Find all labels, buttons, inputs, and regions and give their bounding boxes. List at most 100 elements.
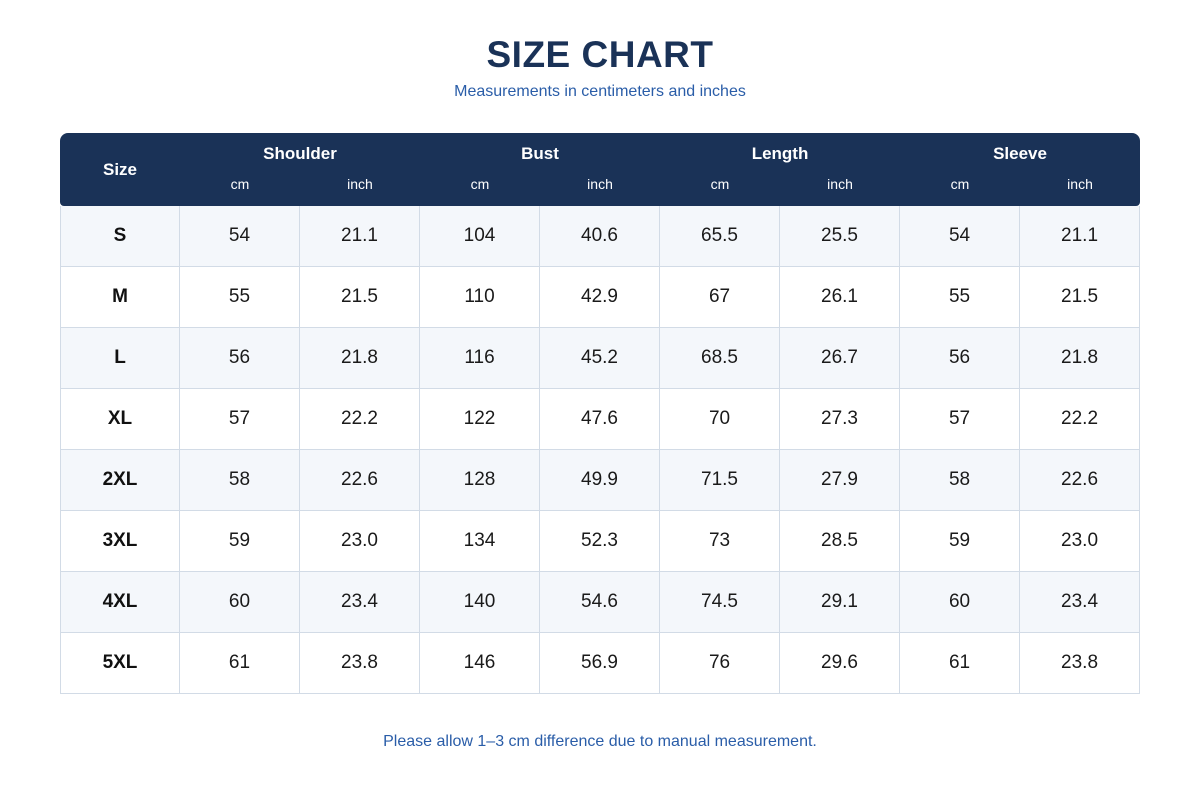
cell-shoulder-cm: 56 xyxy=(180,328,300,389)
column-header-bust: Bust xyxy=(420,133,661,175)
column-header-length: Length xyxy=(660,133,901,175)
cell-length-cm: 67 xyxy=(660,267,781,328)
cell-shoulder-inch: 22.2 xyxy=(300,389,421,450)
cell-shoulder-inch: 21.5 xyxy=(300,267,421,328)
unit-header-length-inch: inch xyxy=(780,175,901,206)
cell-length-inch: 26.7 xyxy=(780,328,901,389)
cell-length-inch: 27.9 xyxy=(780,450,901,511)
table-row: 4XL 60 23.4 140 54.6 74.5 29.1 60 23.4 xyxy=(60,572,1141,633)
cell-bust-cm: 128 xyxy=(420,450,541,511)
table-row: S 54 21.1 104 40.6 65.5 25.5 54 21.1 xyxy=(60,206,1141,267)
cell-sleeve-cm: 54 xyxy=(900,206,1021,267)
cell-bust-inch: 49.9 xyxy=(540,450,661,511)
page-subtitle: Measurements in centimeters and inches xyxy=(454,83,746,100)
header-group-row: Size Shoulder Bust Length Sleeve xyxy=(60,133,1141,206)
cell-shoulder-inch: 23.0 xyxy=(300,511,421,572)
cell-shoulder-inch: 23.8 xyxy=(300,633,421,694)
cell-length-cm: 65.5 xyxy=(660,206,781,267)
cell-sleeve-cm: 61 xyxy=(900,633,1021,694)
unit-header-bust-cm: cm xyxy=(420,175,541,206)
cell-bust-inch: 56.9 xyxy=(540,633,661,694)
cell-bust-cm: 104 xyxy=(420,206,541,267)
size-chart-table-wrapper: Size Shoulder Bust Length Sleeve cm inch… xyxy=(60,133,1141,694)
cell-size: L xyxy=(60,328,180,389)
cell-size: S xyxy=(60,206,180,267)
cell-shoulder-cm: 54 xyxy=(180,206,300,267)
cell-bust-inch: 54.6 xyxy=(540,572,661,633)
cell-bust-cm: 116 xyxy=(420,328,541,389)
cell-sleeve-inch: 21.1 xyxy=(1020,206,1141,267)
cell-length-inch: 28.5 xyxy=(780,511,901,572)
cell-shoulder-inch: 22.6 xyxy=(300,450,421,511)
cell-length-inch: 26.1 xyxy=(780,267,901,328)
cell-length-cm: 76 xyxy=(660,633,781,694)
cell-shoulder-cm: 60 xyxy=(180,572,300,633)
cell-shoulder-cm: 58 xyxy=(180,450,300,511)
cell-bust-inch: 47.6 xyxy=(540,389,661,450)
cell-length-inch: 29.1 xyxy=(780,572,901,633)
cell-length-cm: 70 xyxy=(660,389,781,450)
cell-sleeve-inch: 23.4 xyxy=(1020,572,1141,633)
cell-bust-inch: 40.6 xyxy=(540,206,661,267)
unit-header-shoulder-inch: inch xyxy=(300,175,421,206)
cell-sleeve-cm: 55 xyxy=(900,267,1021,328)
cell-shoulder-inch: 21.8 xyxy=(300,328,421,389)
page-title: SIZE CHART xyxy=(486,34,714,75)
cell-bust-inch: 52.3 xyxy=(540,511,661,572)
cell-length-cm: 73 xyxy=(660,511,781,572)
column-header-size: Size xyxy=(60,133,180,206)
cell-length-cm: 74.5 xyxy=(660,572,781,633)
cell-sleeve-inch: 21.8 xyxy=(1020,328,1141,389)
cell-shoulder-cm: 55 xyxy=(180,267,300,328)
cell-shoulder-cm: 57 xyxy=(180,389,300,450)
cell-bust-inch: 42.9 xyxy=(540,267,661,328)
header-unit-row: cm inch cm inch cm inch cm inch xyxy=(60,175,1141,206)
cell-sleeve-inch: 21.5 xyxy=(1020,267,1141,328)
table-row: L 56 21.8 116 45.2 68.5 26.7 56 21.8 xyxy=(60,328,1141,389)
table-row: XL 57 22.2 122 47.6 70 27.3 57 22.2 xyxy=(60,389,1141,450)
cell-bust-inch: 45.2 xyxy=(540,328,661,389)
measurement-note: Please allow 1–3 cm difference due to ma… xyxy=(383,733,817,750)
table-header: Size Shoulder Bust Length Sleeve cm inch… xyxy=(60,133,1141,206)
cell-length-cm: 68.5 xyxy=(660,328,781,389)
cell-sleeve-inch: 22.2 xyxy=(1020,389,1141,450)
table-row: 2XL 58 22.6 128 49.9 71.5 27.9 58 22.6 xyxy=(60,450,1141,511)
cell-size: 3XL xyxy=(60,511,180,572)
cell-sleeve-inch: 23.0 xyxy=(1020,511,1141,572)
unit-header-length-cm: cm xyxy=(660,175,781,206)
cell-bust-cm: 140 xyxy=(420,572,541,633)
unit-header-sleeve-cm: cm xyxy=(900,175,1021,206)
cell-length-inch: 25.5 xyxy=(780,206,901,267)
cell-sleeve-cm: 56 xyxy=(900,328,1021,389)
cell-size: XL xyxy=(60,389,180,450)
cell-bust-cm: 122 xyxy=(420,389,541,450)
cell-length-inch: 27.3 xyxy=(780,389,901,450)
unit-header-bust-inch: inch xyxy=(540,175,661,206)
column-header-shoulder: Shoulder xyxy=(180,133,421,175)
cell-size: 5XL xyxy=(60,633,180,694)
cell-sleeve-inch: 23.8 xyxy=(1020,633,1141,694)
cell-bust-cm: 110 xyxy=(420,267,541,328)
cell-shoulder-cm: 59 xyxy=(180,511,300,572)
column-header-sleeve: Sleeve xyxy=(900,133,1141,175)
size-chart-table: Size Shoulder Bust Length Sleeve cm inch… xyxy=(60,133,1141,694)
cell-sleeve-inch: 22.6 xyxy=(1020,450,1141,511)
cell-sleeve-cm: 57 xyxy=(900,389,1021,450)
cell-size: 2XL xyxy=(60,450,180,511)
cell-size: M xyxy=(60,267,180,328)
unit-header-shoulder-cm: cm xyxy=(180,175,300,206)
cell-size: 4XL xyxy=(60,572,180,633)
unit-header-sleeve-inch: inch xyxy=(1020,175,1141,206)
table-row: 5XL 61 23.8 146 56.9 76 29.6 61 23.8 xyxy=(60,633,1141,694)
cell-bust-cm: 134 xyxy=(420,511,541,572)
cell-sleeve-cm: 59 xyxy=(900,511,1021,572)
cell-length-cm: 71.5 xyxy=(660,450,781,511)
cell-sleeve-cm: 60 xyxy=(900,572,1021,633)
table-body: S 54 21.1 104 40.6 65.5 25.5 54 21.1 M 55 21.5 110 42… xyxy=(60,206,1141,694)
cell-bust-cm: 146 xyxy=(420,633,541,694)
table-row: 3XL 59 23.0 134 52.3 73 28.5 59 23.0 xyxy=(60,511,1141,572)
cell-shoulder-inch: 21.1 xyxy=(300,206,421,267)
cell-length-inch: 29.6 xyxy=(780,633,901,694)
cell-shoulder-inch: 23.4 xyxy=(300,572,421,633)
table-row: M 55 21.5 110 42.9 67 26.1 55 21.5 xyxy=(60,267,1141,328)
